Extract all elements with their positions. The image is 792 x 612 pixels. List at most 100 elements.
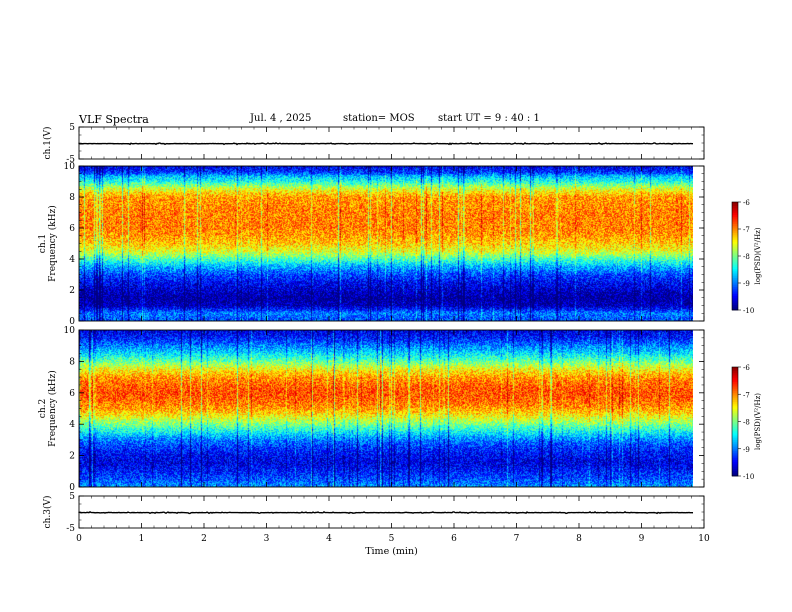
colorbar-step: [732, 463, 738, 466]
x-tick-label: 4: [326, 534, 332, 544]
colorbar-step: [732, 308, 738, 311]
colorbar-step: [732, 414, 738, 417]
colorbar-step: [732, 220, 738, 223]
colorbar-step: [732, 223, 738, 226]
colorbar-step: [732, 247, 738, 250]
colorbar-step: [732, 377, 738, 381]
y-tick-label: 0: [69, 483, 75, 493]
y-axis-label: ch.2: [38, 399, 48, 418]
colorbar-step: [732, 406, 738, 410]
colorbar-step: [732, 430, 738, 433]
colorbar-step: [732, 388, 738, 392]
x-axis-1: [78, 166, 705, 321]
colorbar-step: [732, 265, 738, 268]
colorbar-step: [732, 277, 738, 280]
y-axis-label: Frequency (kHz): [47, 370, 58, 447]
colorbar-step: [732, 209, 738, 212]
colorbar-step: [732, 218, 738, 221]
colorbar-step: [732, 459, 738, 462]
colorbar-step: [732, 374, 738, 377]
colorbar-step: [732, 261, 738, 264]
colorbar-step: [732, 212, 738, 215]
colorbar-step: [732, 416, 738, 419]
colorbar-step: [732, 466, 738, 470]
colorbar-step: [732, 412, 738, 415]
y-tick-label: 5: [69, 123, 75, 133]
colorbar-tick-label: -6: [743, 364, 750, 372]
colorbar-step: [732, 446, 738, 450]
y-axis-2: 0 2 4 6 8 10: [64, 326, 704, 493]
colorbar-step: [732, 284, 738, 287]
colorbar-step: [732, 256, 738, 259]
colorbar-step: [732, 302, 738, 305]
colorbar-tick-label: -9: [743, 280, 750, 288]
colorbar-step: [732, 306, 738, 309]
colorbar-step: [732, 214, 738, 217]
colorbar-step: [732, 472, 738, 475]
colorbar-step: [732, 268, 738, 271]
colorbar-step: [732, 270, 738, 273]
spectrogram-raster: [79, 330, 693, 487]
y-tick-label: 0: [69, 317, 75, 327]
colorbar-step: [732, 297, 738, 300]
colorbar-step: [732, 252, 738, 255]
colorbar-step: [732, 450, 738, 453]
colorbar-tick-label: -9: [743, 446, 750, 454]
colorbar-step: [732, 432, 738, 435]
colorbar-tick-label: -10: [743, 307, 754, 315]
colorbar-step: [732, 390, 738, 393]
y-tick-label: 10: [64, 326, 76, 336]
colorbar-label: log(PSD)(V²/Hz): [754, 393, 762, 450]
colorbar-step: [732, 293, 738, 296]
x-tick-label: 2: [201, 534, 207, 544]
y-tick-label: 8: [69, 357, 75, 367]
colorbar-step: [732, 283, 738, 286]
colorbar-tick-label: -10: [743, 473, 754, 481]
colorbar-step: [732, 259, 738, 262]
colorbar-step: [732, 205, 738, 208]
colorbar-step: [732, 236, 738, 239]
colorbar-step: [732, 272, 738, 275]
y-tick-label: 2: [69, 452, 75, 462]
colorbar-step: [732, 232, 738, 235]
voltage-trace: [78, 510, 694, 515]
colorbar-step: [732, 454, 738, 457]
colorbar-step: [732, 405, 738, 408]
y-tick-label: 4: [69, 420, 75, 430]
colorbar-step: [732, 230, 738, 233]
colorbar-step: [732, 456, 738, 459]
x-tick-label: 3: [264, 534, 270, 544]
colorbar-step: [732, 225, 738, 228]
colorbar-step: [732, 396, 738, 399]
colorbar-step: [732, 248, 738, 251]
colorbar-step: [732, 250, 738, 253]
colorbar-step: [732, 372, 738, 375]
colorbar-step: [732, 229, 738, 232]
colorbar-step: [732, 452, 738, 455]
x-axis-2: [78, 330, 705, 487]
start-time-label: start UT = 9 : 40 : 1: [438, 113, 540, 124]
colorbar-step: [732, 439, 738, 442]
x-tick-label: 8: [576, 534, 582, 544]
colorbar-step: [732, 288, 738, 291]
colorbar-step: [732, 465, 738, 468]
colorbar-tick-label: -8: [743, 253, 750, 261]
colorbar-step: [732, 203, 738, 206]
x-axis-label: Time (min): [365, 546, 418, 557]
x-tick-label: 6: [451, 534, 457, 544]
voltage-trace: [78, 141, 694, 146]
colorbar-step: [732, 254, 738, 257]
colorbar-step: [732, 426, 738, 430]
colorbar-step: [732, 241, 738, 244]
colorbar-step: [732, 434, 738, 437]
colorbar-step: [732, 207, 738, 210]
x-tick-label: 1: [139, 534, 145, 544]
y-axis-label: ch.3(V): [42, 496, 53, 529]
colorbar-step: [732, 379, 738, 382]
colorbar-step: [732, 266, 738, 269]
colorbar-step: [732, 295, 738, 298]
colorbar-step: [732, 238, 738, 241]
y-axis-label-1: ch.1 Frequency (kHz): [38, 205, 58, 282]
colorbar-step: [732, 216, 738, 219]
